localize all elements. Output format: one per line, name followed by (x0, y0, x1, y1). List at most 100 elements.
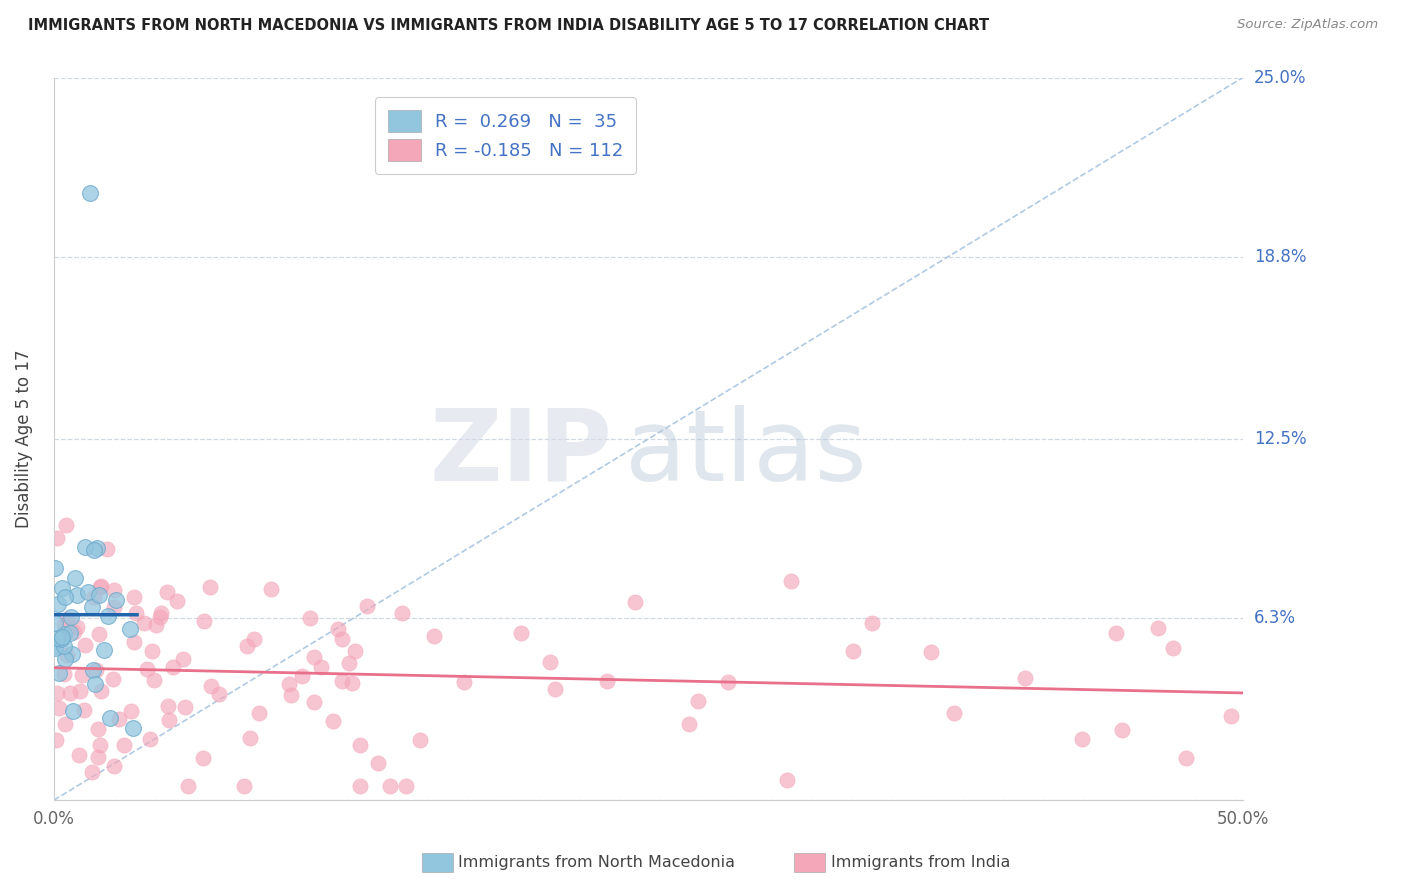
Point (120, 704, 142, 718)
Point (408, 732, 430, 747)
Point (145, 618, 167, 632)
Point (1104, 625, 1126, 640)
Point (453, 675, 475, 690)
Point (166, 593, 188, 607)
Point (69, 683, 91, 698)
Point (62, 704, 84, 718)
Point (60, 647, 83, 661)
Point (391, 606, 413, 620)
Point (344, 644, 367, 658)
Point (82, 663, 104, 677)
Point (55, 611, 77, 625)
Point (66, 588, 89, 602)
Point (309, 660, 332, 674)
Point (51, 631, 73, 645)
Point (1014, 671, 1036, 685)
Point (44, 640, 66, 655)
Text: atlas: atlas (624, 405, 866, 502)
Text: IMMIGRANTS FROM NORTH MACEDONIA VS IMMIGRANTS FROM INDIA DISABILITY AGE 5 TO 17 : IMMIGRANTS FROM NORTH MACEDONIA VS IMMIG… (28, 18, 990, 33)
Point (83, 543, 105, 558)
Point (118, 623, 141, 637)
Point (1111, 723, 1133, 737)
Point (135, 661, 157, 675)
Text: 25.0%: 25.0% (1254, 69, 1306, 87)
Point (686, 694, 709, 708)
Point (51, 581, 73, 595)
Point (89, 580, 111, 594)
Point (156, 698, 179, 713)
Point (330, 632, 353, 647)
Point (920, 644, 942, 658)
Point (150, 606, 173, 620)
Point (198, 580, 221, 594)
Point (90, 683, 112, 698)
Point (156, 584, 179, 599)
Point (49, 632, 72, 647)
Point (46, 597, 69, 611)
Point (330, 673, 353, 688)
Point (87, 722, 110, 736)
Point (162, 660, 184, 674)
Point (247, 706, 270, 721)
Point (87, 749, 110, 764)
Point (52, 626, 75, 640)
Point (83, 590, 105, 604)
Point (89, 627, 111, 641)
Point (544, 681, 567, 696)
Point (340, 675, 363, 690)
Point (103, 758, 125, 772)
Point (46, 631, 69, 645)
Point (125, 606, 148, 620)
Point (1175, 751, 1198, 765)
Point (96, 542, 118, 557)
Point (367, 756, 389, 771)
Point (44, 561, 66, 575)
Point (239, 731, 262, 745)
Point (55, 518, 77, 533)
Point (776, 773, 799, 788)
Point (349, 779, 371, 793)
Text: Immigrants from North Macedonia: Immigrants from North Macedonia (458, 855, 735, 870)
Point (378, 779, 401, 793)
Point (122, 591, 145, 605)
Point (326, 622, 349, 636)
Point (423, 630, 446, 644)
Point (349, 738, 371, 752)
Point (304, 695, 326, 709)
Point (66, 619, 89, 633)
Point (1070, 731, 1092, 746)
Point (779, 574, 801, 588)
Point (291, 669, 314, 683)
Point (80, 600, 103, 615)
Point (48, 701, 70, 715)
Point (157, 714, 180, 728)
Point (278, 676, 301, 690)
Point (53, 590, 76, 604)
Point (200, 679, 222, 693)
Point (48, 665, 70, 680)
Point (75, 638, 97, 652)
Point (80, 764, 103, 779)
Point (89, 738, 111, 752)
Point (280, 689, 302, 703)
Point (1161, 641, 1184, 656)
Text: Immigrants from India: Immigrants from India (831, 855, 1011, 870)
Point (860, 615, 883, 630)
Point (193, 614, 215, 628)
Point (177, 779, 200, 793)
Point (717, 675, 740, 690)
Y-axis label: Disability Age 5 to 17: Disability Age 5 to 17 (15, 350, 32, 528)
Point (105, 592, 128, 607)
Point (89, 588, 111, 602)
Point (678, 717, 700, 731)
Point (232, 779, 254, 793)
Point (112, 738, 135, 752)
Point (122, 635, 145, 649)
Point (90, 579, 112, 593)
Point (122, 721, 145, 735)
Text: 18.8%: 18.8% (1254, 248, 1306, 266)
Point (149, 609, 172, 624)
Point (79, 186, 101, 201)
Point (73, 540, 96, 554)
Point (108, 712, 131, 726)
